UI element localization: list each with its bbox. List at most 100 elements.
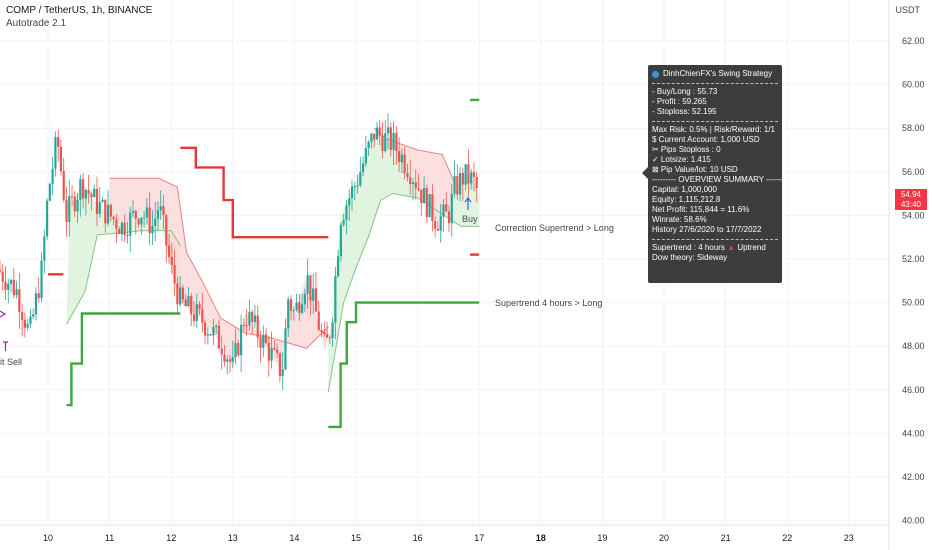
candle-body [242, 324, 245, 326]
candle-body [323, 332, 326, 335]
candle-body [295, 302, 298, 311]
info-line: $ Current Account: 1,000 USD [652, 135, 760, 144]
candle-body [104, 199, 107, 224]
candle-body [131, 210, 135, 213]
candle-body [120, 222, 124, 235]
trend-fill-area [109, 178, 329, 373]
candle-body [1, 271, 4, 282]
candle-body [140, 217, 143, 225]
info-box-title-row: DinhChienFX's Swing Strategy [652, 69, 778, 79]
candle-body [179, 287, 182, 305]
candle-body [176, 283, 179, 305]
candle-body [62, 171, 65, 200]
candle-body [292, 310, 295, 312]
candle-body [162, 206, 165, 216]
candle-body [4, 281, 7, 290]
price-tick-label: 56.00 [902, 167, 925, 177]
candle-body [32, 314, 35, 317]
candle-body [156, 210, 160, 219]
indicator-name[interactable]: Autotrade 2.1 [6, 18, 67, 29]
candle-body [306, 275, 309, 294]
time-tick-label: 19 [597, 533, 607, 543]
candle-body [453, 175, 456, 194]
candle-body [82, 179, 85, 199]
candle-body [231, 357, 234, 362]
candle-body [464, 164, 467, 185]
info-line: - Profit : 59.265 [652, 97, 707, 106]
candle-body [314, 288, 318, 312]
candle-body [215, 325, 218, 328]
candle-body [87, 190, 90, 194]
trend-value: Uptrend [737, 243, 766, 252]
candle-body [256, 315, 259, 338]
time-axis: 10 11 12 13 14 15 16 17 18 19 20 21 22 23 [43, 533, 854, 543]
candle-body [337, 256, 340, 277]
info-line: - Buy/Long : 55.73 [652, 87, 718, 96]
candle-body [129, 212, 132, 236]
candle-body [76, 199, 79, 212]
time-tick-label: 14 [289, 533, 299, 543]
trend-fill-area [328, 132, 480, 392]
candle-body [23, 319, 26, 328]
time-tick-label: 23 [844, 533, 854, 543]
candle-body [334, 276, 337, 323]
candle-body [106, 204, 110, 224]
candle-body [472, 172, 476, 178]
candle-body [226, 359, 229, 362]
candle-body [320, 330, 323, 333]
candle-body [278, 353, 282, 377]
info-box-title: DinhChienFX's Swing Strategy [663, 69, 773, 78]
exit-sell-label: it Sell [0, 357, 23, 367]
candle-body [228, 359, 232, 362]
info-line: ⊠ Pip Value/lot: 10 USD [652, 165, 738, 174]
candle-body [68, 196, 71, 222]
candle-body [57, 137, 60, 147]
candle-body [475, 177, 478, 188]
divider [652, 121, 778, 122]
candle-body [325, 334, 329, 338]
info-line: Equity: 1,115,212.8 [652, 195, 721, 204]
candle-body [70, 196, 74, 198]
candle-body [181, 287, 185, 300]
candle-body [442, 204, 445, 217]
candle-body [101, 199, 104, 203]
candle-body [317, 311, 320, 331]
candle-body [109, 204, 112, 217]
price-tick-label: 60.00 [902, 80, 925, 90]
symbol-title[interactable]: COMP / TetherUS, 1h, BINANCE [6, 5, 153, 16]
time-tick-label: 16 [413, 533, 423, 543]
candle-body [276, 349, 279, 354]
info-line: Net Profit: 115,844 = 11.6% [652, 205, 750, 214]
candle-body [470, 172, 473, 184]
candle-body [29, 316, 32, 324]
candle-body [353, 186, 356, 188]
candle-body [328, 337, 331, 339]
candle-body [267, 342, 270, 361]
candle-body [51, 168, 54, 185]
candle-body [145, 207, 148, 218]
bar-countdown: 43:40 [900, 200, 922, 209]
candle-body [203, 322, 207, 336]
price-tick-label: 40.00 [902, 516, 925, 526]
candle-body [59, 146, 63, 172]
candle-body [259, 337, 262, 348]
trade-levels: - Buy/Long : 55.73- Profit : 59.265- Sto… [652, 87, 778, 117]
candle-body [251, 311, 254, 322]
candle-body [43, 236, 46, 261]
candle-body [65, 199, 68, 222]
candle-body [389, 127, 392, 150]
info-line: History 27/6/2020 to 17/7/2022 [652, 225, 762, 234]
price-tick-label: 62.00 [902, 36, 925, 46]
candle-body [312, 288, 315, 301]
time-tick-label: 13 [228, 533, 238, 543]
candle-body [459, 172, 462, 195]
candle-body [400, 154, 403, 163]
candle-body [289, 299, 293, 311]
candle-body [21, 312, 24, 320]
candle-body [115, 219, 118, 230]
candle-body [90, 193, 93, 198]
candle-body [350, 186, 354, 199]
candle-body [126, 235, 129, 237]
candle-body [201, 308, 204, 323]
